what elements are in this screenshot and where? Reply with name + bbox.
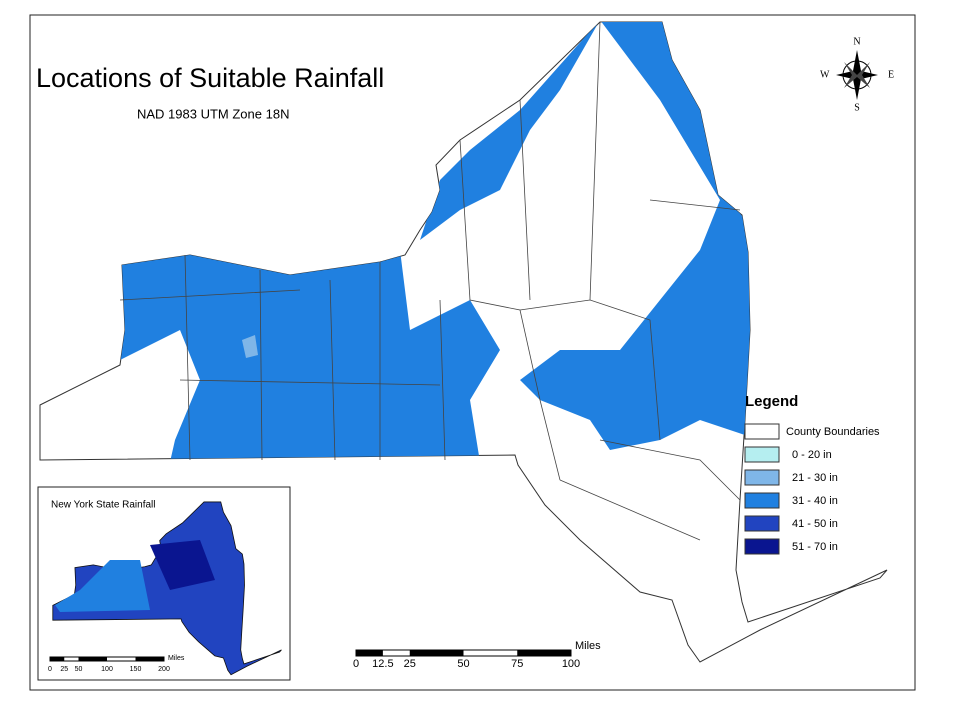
- compass-s: S: [854, 102, 860, 113]
- scale-label: 100: [101, 666, 113, 673]
- legend-swatch: [744, 446, 780, 463]
- inset-title: New York State Rainfall: [51, 500, 156, 511]
- map-title: Locations of Suitable Rainfall: [36, 63, 384, 93]
- rainfall-areas: [120, 22, 760, 462]
- scale-label: 200: [158, 666, 170, 673]
- legend-swatch: [744, 423, 780, 440]
- compass: N S E W: [820, 36, 894, 113]
- scale-unit: Miles: [575, 640, 601, 652]
- scale-label: 25: [60, 666, 68, 673]
- scale-segment: [409, 650, 464, 656]
- scale-label: 50: [75, 666, 83, 673]
- scale-label: 0: [48, 666, 52, 673]
- scale-bars: 0 12.5 25 50 75 100 Miles 0 25 50 100 150 200 Miles: [48, 640, 601, 673]
- scale-segment: [78, 657, 107, 661]
- scale-segment: [50, 657, 65, 661]
- legend-swatch: [744, 538, 780, 555]
- scale-label: 75: [511, 658, 523, 670]
- legend-title: Legend: [745, 393, 798, 410]
- legend-swatch: [744, 492, 780, 509]
- legend-label: 0 - 20 in: [792, 449, 832, 461]
- scale-label: 25: [404, 658, 416, 670]
- legend-label: 41 - 50 in: [792, 518, 838, 530]
- scale-label: 100: [562, 658, 580, 670]
- legend-swatch: [744, 515, 780, 532]
- scale-unit: Miles: [168, 655, 185, 662]
- legend-swatch: [744, 469, 780, 486]
- compass-e: E: [888, 69, 894, 80]
- scale-label: 12.5: [372, 658, 393, 670]
- scale-label: 0: [353, 658, 359, 670]
- legend-label: 51 - 70 in: [792, 541, 838, 553]
- inset-map: New York State Rainfall: [37, 486, 291, 681]
- scale-label: 50: [457, 658, 469, 670]
- scale-segment: [135, 657, 164, 661]
- scale-segment: [356, 650, 383, 656]
- map-subtitle: NAD 1983 UTM Zone 18N: [137, 106, 289, 121]
- compass-n: N: [853, 36, 860, 47]
- county-boundaries: [119, 21, 741, 541]
- legend-label: 31 - 40 in: [792, 495, 838, 507]
- compass-w: W: [820, 69, 830, 80]
- scale-label: 150: [130, 666, 142, 673]
- legend-label: County Boundaries: [786, 426, 880, 438]
- legend-label: 21 - 30 in: [792, 472, 838, 484]
- scale-segment: [517, 650, 571, 656]
- legend: County Boundaries 0 - 20 in 21 - 30 in 31 -…: [744, 423, 880, 555]
